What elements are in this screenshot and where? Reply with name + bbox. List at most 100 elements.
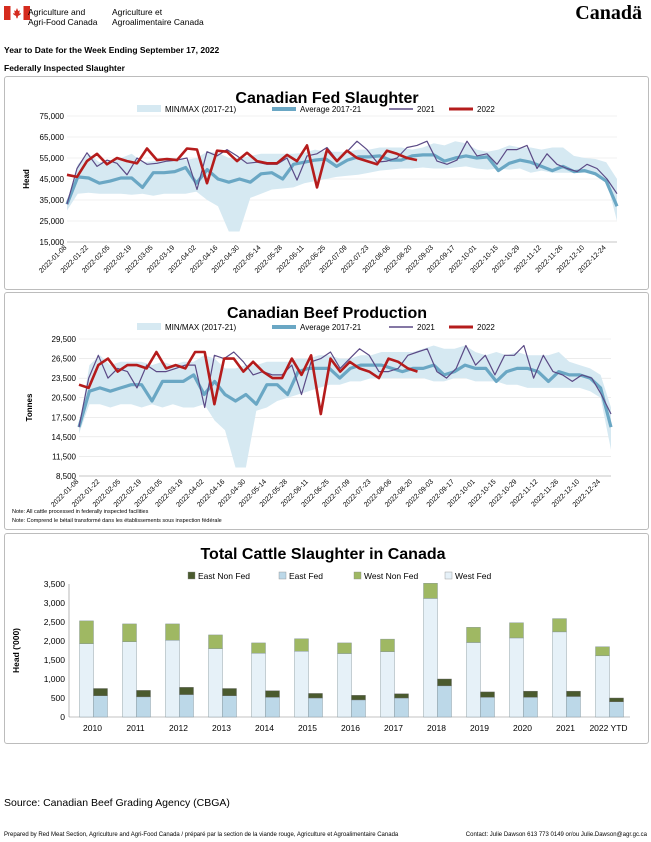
dept-en-line1: Agriculture and — [28, 7, 86, 17]
legend-swatch-1 — [278, 571, 287, 580]
bar-west-non-fed — [380, 638, 395, 652]
x-tick-label: 2022 YTD — [589, 723, 627, 733]
y-tick-label: 20,500 — [52, 394, 77, 403]
bar-west-non-fed — [122, 623, 137, 642]
legend-label-2: 2021 — [417, 105, 435, 114]
report-period: Year to Date for the Week Ending Septemb… — [4, 45, 220, 55]
bar-west-non-fed — [466, 627, 481, 643]
bar-east-non-fed — [308, 693, 323, 699]
chart-title: Canadian Beef Production — [227, 305, 427, 322]
x-tick-label: 2019 — [470, 723, 489, 733]
bar-west-fed — [79, 643, 94, 718]
y-tick-label: 29,500 — [52, 335, 77, 344]
bar-west-non-fed — [208, 634, 223, 649]
dept-fr-line2: Agroalimentaire Canada — [112, 17, 204, 27]
legend-label-0: East Non Fed — [198, 571, 250, 581]
bar-east-non-fed — [93, 688, 108, 696]
bar-east-non-fed — [609, 697, 624, 702]
bar-east-fed — [480, 697, 495, 718]
bar-east-non-fed — [437, 678, 452, 687]
bar-east-fed — [222, 695, 237, 718]
y-tick-label: 3,500 — [44, 579, 66, 589]
chart-title: Total Cattle Slaughter in Canada — [200, 546, 445, 563]
y-tick-label: 8,500 — [56, 472, 77, 481]
source-note: Source: Canadian Beef Grading Agency (CB… — [4, 797, 230, 809]
legend-label-3: West Fed — [455, 571, 491, 581]
legend-label-2: 2021 — [417, 323, 435, 332]
bar-west-fed — [423, 598, 438, 718]
bar-east-fed — [136, 696, 151, 718]
legend-label-0: MIN/MAX (2017-21) — [165, 105, 236, 114]
chart-panel-fed-slaughter: Canadian Fed Slaughter MIN/MAX (2017-21) A… — [4, 76, 649, 290]
y-tick-label: 65,000 — [40, 133, 65, 142]
legend-label-2: West Non Fed — [364, 571, 418, 581]
legend-swatch-minmax — [137, 323, 161, 330]
y-tick-label: 500 — [51, 693, 65, 703]
bar-west-non-fed — [423, 583, 438, 599]
bar-east-fed — [308, 697, 323, 718]
y-tick-label: 45,000 — [40, 175, 65, 184]
bar-west-non-fed — [294, 638, 309, 652]
bar-west-non-fed — [165, 623, 180, 641]
note-english: Note: All cattle processed in federally … — [12, 509, 149, 515]
legend-label-3: 2022 — [477, 105, 495, 114]
department-name-en: Agriculture and Agri-Food Canada — [28, 7, 97, 27]
legend-swatch-minmax — [137, 105, 161, 112]
series-line-2022 — [78, 350, 418, 416]
bar-west-non-fed — [251, 642, 266, 654]
bar-west-fed — [294, 651, 309, 718]
legend-swatch-0 — [187, 571, 196, 580]
bar-west-non-fed — [337, 642, 352, 654]
bar-east-fed — [437, 685, 452, 718]
minmax-band — [67, 141, 617, 232]
y-axis-label: Head ('000) — [11, 628, 21, 673]
bar-east-fed — [566, 696, 581, 718]
x-tick-label: 2016 — [341, 723, 360, 733]
bar-west-fed — [122, 641, 137, 718]
bar-east-non-fed — [480, 691, 495, 698]
chart-panel-total-cattle: Total Cattle Slaughter in Canada East Non… — [4, 533, 649, 744]
y-tick-label: 26,500 — [52, 355, 77, 364]
footer-contact: Contact: Julie Dawson 613 773 0149 or/ou… — [465, 832, 647, 838]
bar-west-fed — [595, 655, 610, 718]
bar-east-fed — [523, 697, 538, 718]
y-tick-label: 55,000 — [40, 154, 65, 163]
y-tick-label: 14,500 — [52, 433, 77, 442]
y-tick-label: 17,500 — [52, 413, 77, 422]
bar-west-fed — [337, 653, 352, 718]
legend-label-0: MIN/MAX (2017-21) — [165, 323, 236, 332]
series-line-average — [77, 363, 613, 428]
bar-east-non-fed — [351, 695, 366, 701]
bar-east-non-fed — [394, 693, 409, 699]
bar-west-fed — [380, 651, 395, 718]
bar-east-non-fed — [523, 690, 538, 698]
x-tick-label: 2011 — [126, 723, 145, 733]
bar-west-non-fed — [595, 646, 610, 657]
bar-east-fed — [93, 695, 108, 718]
bar-west-fed — [552, 631, 567, 718]
x-tick-label: 2021 — [556, 723, 575, 733]
y-axis-label: Tonnes — [25, 393, 34, 421]
bar-west-fed — [165, 640, 180, 718]
bar-east-non-fed — [566, 690, 581, 697]
legend-label-1: Average 2017-21 — [300, 105, 362, 114]
dept-fr-line1: Agriculture et — [112, 7, 163, 17]
y-tick-label: 75,000 — [40, 112, 65, 121]
bar-east-fed — [179, 694, 194, 718]
x-tick-label: 2020 — [513, 723, 532, 733]
bar-east-fed — [351, 699, 366, 718]
legend-label-3: 2022 — [477, 323, 495, 332]
bar-west-fed — [251, 652, 266, 718]
bar-east-non-fed — [179, 687, 194, 695]
footer-prepared-by: Prepared by Red Meat Section, Agricultur… — [4, 832, 399, 838]
chart-panel-beef-production: Canadian Beef Production MIN/MAX (2017-21… — [4, 292, 649, 530]
x-tick-label: 2013 — [212, 723, 231, 733]
bar-west-non-fed — [552, 618, 567, 633]
legend-label-1: East Fed — [289, 571, 323, 581]
bar-east-fed — [609, 701, 624, 718]
bar-east-fed — [265, 697, 280, 718]
legend-label-1: Average 2017-21 — [300, 323, 362, 332]
x-tick-label: 2017 — [384, 723, 403, 733]
